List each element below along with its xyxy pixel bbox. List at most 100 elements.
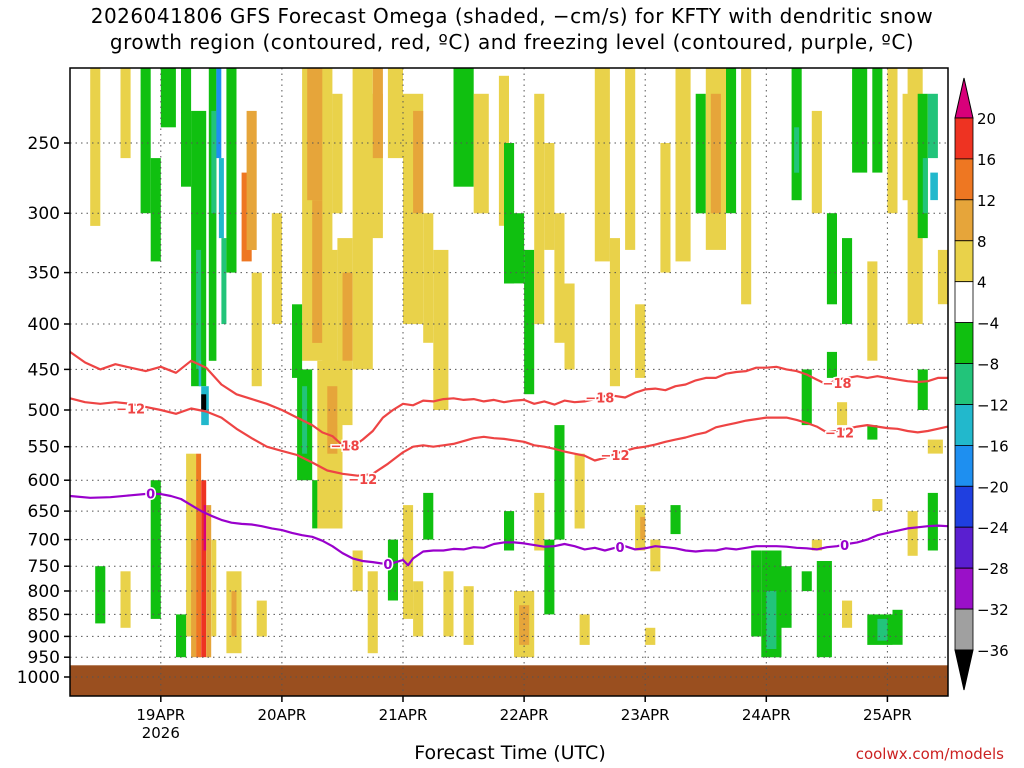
y-tick-label-2: 350 bbox=[28, 264, 60, 284]
omega-cell-0 bbox=[90, 68, 101, 226]
colorbar: 20 16 12 8 4 −4 −8 −12 −16 −20 −24 −28 −32 −36 bbox=[954, 77, 1009, 691]
omega-cell-133 bbox=[811, 539, 822, 551]
colorbar-label-0: 20 bbox=[977, 110, 996, 128]
colorbar-arrow-top bbox=[954, 77, 974, 119]
colorbar-bin-9 bbox=[954, 444, 974, 487]
omega-cell-69 bbox=[635, 304, 646, 378]
omega-cell-2 bbox=[140, 68, 151, 214]
omega-cell-129 bbox=[842, 600, 853, 628]
omega-cell-10 bbox=[201, 394, 207, 410]
omega-cell-40 bbox=[292, 304, 303, 378]
colorbar-label-7: −12 bbox=[977, 397, 1009, 415]
omega-cell-63 bbox=[544, 143, 555, 250]
omega-cell-3 bbox=[150, 158, 161, 262]
omega-cell-117 bbox=[579, 614, 590, 645]
y-tick-label-4: 450 bbox=[28, 360, 60, 380]
omega-cell-45 bbox=[327, 386, 338, 454]
omega-cell-106 bbox=[367, 571, 378, 654]
x-tick-label-2: 21APR bbox=[379, 706, 428, 724]
x-tick-sublabel-0: 2026 bbox=[142, 724, 180, 742]
x-tick-label-5: 24APR bbox=[742, 706, 791, 724]
colorbar-bin-1 bbox=[954, 117, 974, 160]
terrain-layer bbox=[70, 665, 948, 696]
colorbar-label-11: −28 bbox=[977, 560, 1009, 578]
omega-cell-26 bbox=[211, 539, 217, 637]
omega-cell-121 bbox=[645, 627, 656, 645]
omega-cell-88 bbox=[917, 93, 928, 239]
x-axis-title: Forecast Time (UTC) bbox=[414, 742, 606, 764]
omega-cell-71 bbox=[675, 68, 691, 262]
omega-shading bbox=[90, 68, 948, 658]
y-tick-label-14: 950 bbox=[28, 648, 60, 668]
y-tick-label-13: 900 bbox=[28, 627, 60, 647]
colorbar-bin-10 bbox=[954, 485, 974, 528]
omega-cell-122 bbox=[670, 505, 681, 535]
x-tick-label-0: 19APR bbox=[136, 706, 185, 724]
omega-cell-103 bbox=[403, 505, 414, 619]
omega-cell-70 bbox=[660, 143, 671, 273]
contour-freezing-level bbox=[69, 492, 949, 567]
colorbar-label-3: 8 bbox=[977, 233, 987, 251]
omega-cell-123 bbox=[751, 550, 762, 637]
chart-title-line2: growth region (contoured, red, ºC) and f… bbox=[109, 30, 915, 54]
y-tick-label-9: 700 bbox=[28, 531, 60, 551]
omega-cell-39 bbox=[332, 93, 343, 214]
contour-label-4: −12 bbox=[601, 449, 630, 464]
omega-cell-5 bbox=[181, 68, 192, 187]
colorbar-bin-7 bbox=[954, 363, 974, 405]
omega-cell-43 bbox=[312, 480, 323, 529]
omega-cell-53 bbox=[413, 110, 424, 214]
omega-cell-98 bbox=[927, 492, 938, 551]
colorbar-label-13: −36 bbox=[977, 642, 1009, 660]
omega-cell-11 bbox=[208, 68, 217, 361]
grid-lines bbox=[70, 68, 948, 696]
colorbar-bin-12 bbox=[954, 567, 974, 610]
omega-cell-114 bbox=[544, 539, 555, 615]
omega-cell-42 bbox=[302, 386, 308, 454]
omega-cell-19 bbox=[251, 272, 262, 387]
omega-cell-83 bbox=[867, 261, 878, 361]
y-tick-label-0: 250 bbox=[28, 134, 60, 154]
omega-cell-34 bbox=[271, 213, 282, 324]
omega-cell-27 bbox=[150, 480, 161, 619]
omega-cell-127 bbox=[801, 571, 812, 592]
omega-cell-92 bbox=[937, 249, 948, 305]
omega-cell-74 bbox=[710, 93, 721, 214]
omega-cell-76 bbox=[741, 68, 752, 305]
credit-link[interactable]: coolwx.com/models bbox=[855, 745, 1004, 763]
colorbar-label-10: −24 bbox=[977, 519, 1009, 537]
omega-cell-75 bbox=[726, 68, 737, 214]
contour-label-layer: −12 −18 −12 −18 −12 −18 −12 0 0 0 0 bbox=[115, 375, 856, 574]
omega-cell-79 bbox=[811, 110, 822, 214]
omega-cell-125 bbox=[766, 591, 777, 649]
omega-cell-6 bbox=[191, 110, 207, 387]
omega-cell-101 bbox=[872, 499, 883, 511]
y-tick-label-7: 600 bbox=[28, 471, 60, 491]
omega-cell-119 bbox=[640, 516, 646, 540]
omega-cell-65 bbox=[564, 283, 575, 370]
omega-cell-116 bbox=[574, 453, 585, 529]
omega-cell-118 bbox=[635, 505, 646, 551]
omega-cell-21 bbox=[191, 539, 197, 658]
colorbar-bin-6 bbox=[954, 322, 974, 364]
omega-cell-1 bbox=[120, 68, 131, 159]
contour-dgz-18-upper bbox=[69, 350, 948, 448]
colorbar-bin-2 bbox=[954, 158, 974, 201]
colorbar-bin-11 bbox=[954, 526, 974, 569]
omega-cell-57 bbox=[473, 93, 489, 214]
contour-label-8: 0 bbox=[383, 558, 392, 573]
omega-cell-108 bbox=[443, 571, 454, 637]
contour-label-7: 0 bbox=[146, 488, 155, 503]
colorbar-label-4: 4 bbox=[977, 274, 987, 292]
chart-title-line1: 2026041806 GFS Forecast Omega (shaded, −… bbox=[90, 4, 934, 28]
omega-cell-82 bbox=[852, 68, 868, 173]
omega-cell-18 bbox=[246, 110, 257, 251]
contour-layer bbox=[69, 350, 949, 567]
omega-cell-30 bbox=[120, 571, 131, 628]
contour-label-5: −18 bbox=[823, 377, 852, 392]
colorbar-bin-13 bbox=[954, 608, 974, 651]
omega-cell-60 bbox=[514, 213, 525, 284]
contour-label-1: −18 bbox=[331, 439, 360, 454]
omega-cell-15 bbox=[221, 238, 227, 325]
